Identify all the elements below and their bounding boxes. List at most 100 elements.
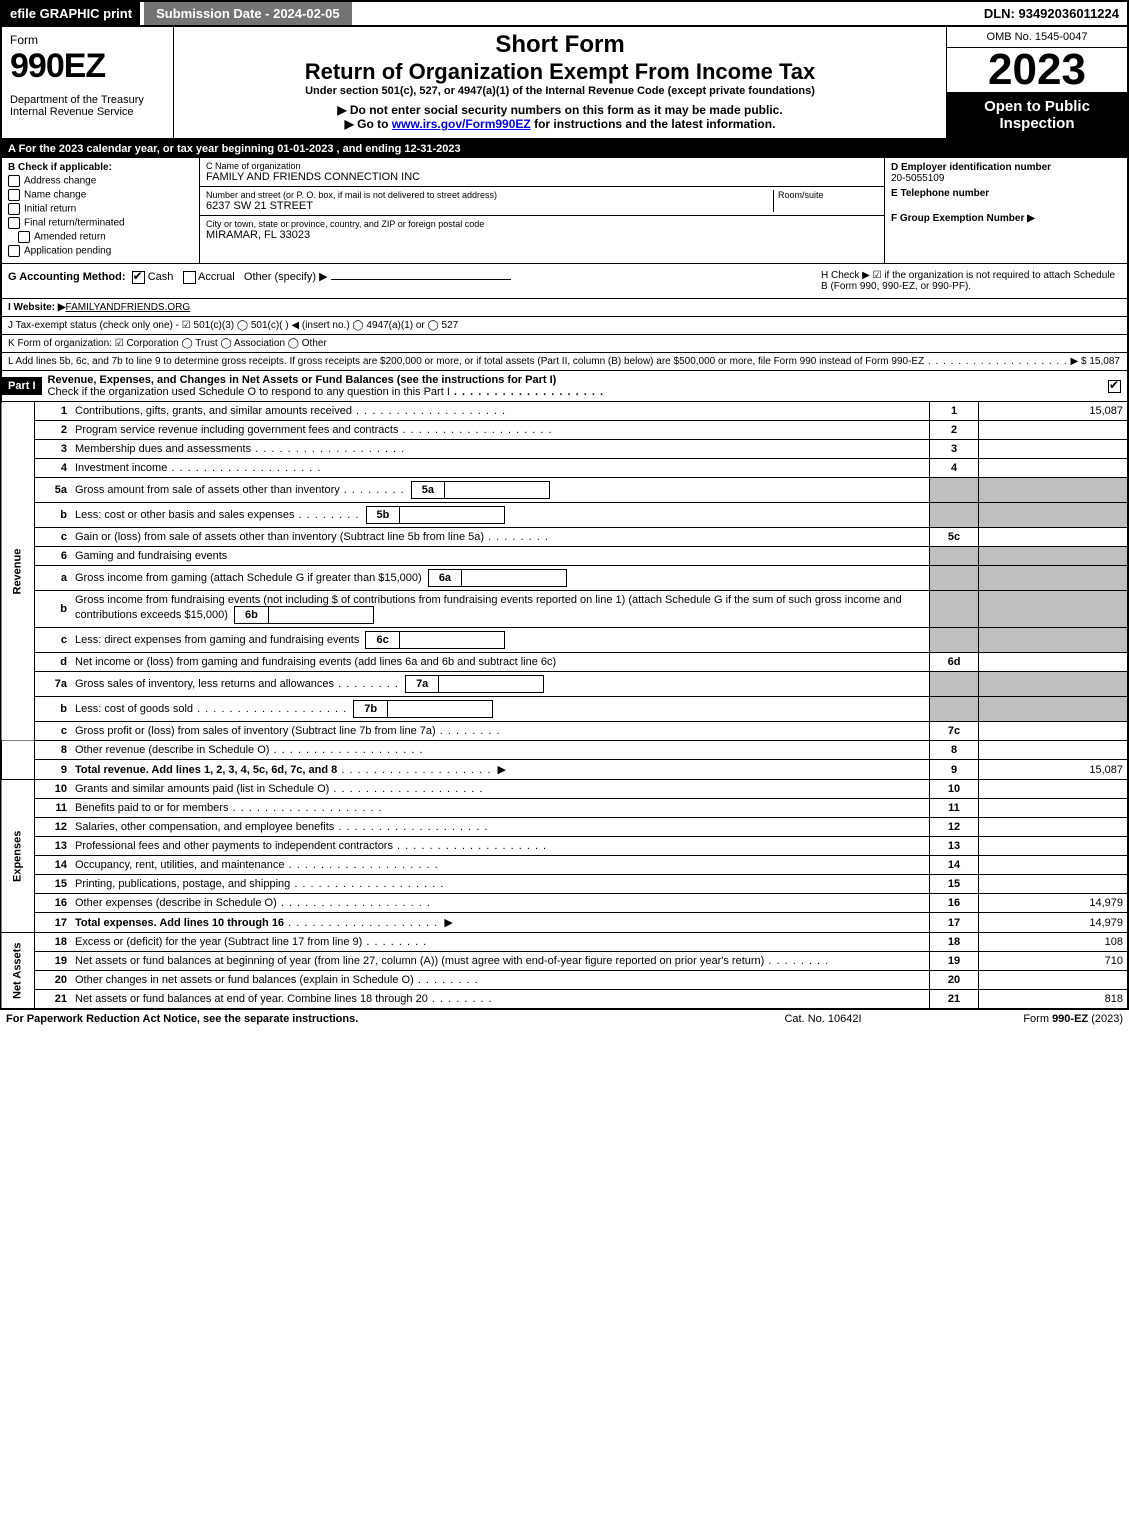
col-num: 12 xyxy=(930,818,979,837)
line-num: c xyxy=(35,722,72,741)
line-num: a xyxy=(35,566,72,591)
checkbox-accrual[interactable] xyxy=(183,271,196,284)
org-city: MIRAMAR, FL 33023 xyxy=(206,229,878,241)
checkbox-final[interactable] xyxy=(8,217,20,229)
submission-date: Submission Date - 2024-02-05 xyxy=(144,2,352,25)
arrow-icon: ▶ xyxy=(444,917,452,929)
arrow-icon: ▶ xyxy=(498,764,506,776)
row-desc: Other revenue (describe in Schedule O) xyxy=(75,744,269,756)
line-num: 8 xyxy=(35,741,72,760)
row-value: 108 xyxy=(979,933,1129,952)
tab-revenue: Revenue xyxy=(1,402,35,741)
part1-desc: Revenue, Expenses, and Changes in Net As… xyxy=(48,374,557,386)
row-desc: Printing, publications, postage, and shi… xyxy=(75,878,290,890)
col-num: 10 xyxy=(930,780,979,799)
l-text: L Add lines 5b, 6c, and 7b to line 9 to … xyxy=(8,356,924,367)
row-value xyxy=(979,722,1129,741)
section-d-e-f: D Employer identification number 20-5055… xyxy=(884,158,1127,263)
line-num: 17 xyxy=(35,913,72,933)
line-num: 9 xyxy=(35,760,72,780)
ein-label: D Employer identification number xyxy=(891,162,1121,173)
col-num xyxy=(930,697,979,722)
sub-box: 6a xyxy=(428,569,462,587)
row-value xyxy=(979,440,1129,459)
goto-suffix: for instructions and the latest informat… xyxy=(531,117,776,131)
row-value xyxy=(979,837,1129,856)
col-num: 3 xyxy=(930,440,979,459)
tab-net-assets: Net Assets xyxy=(1,933,35,1009)
col-num xyxy=(930,547,979,566)
row-value xyxy=(979,421,1129,440)
website-link[interactable]: FAMILYANDFRIENDS.ORG xyxy=(66,302,191,313)
form-subtitle: Under section 501(c), 527, or 4947(a)(1)… xyxy=(180,85,940,97)
row-value xyxy=(979,459,1129,478)
row-value: 14,979 xyxy=(979,913,1129,933)
row-value xyxy=(979,818,1129,837)
row-desc: Gross sales of inventory, less returns a… xyxy=(75,678,334,690)
line-num: 5a xyxy=(35,478,72,503)
row-value xyxy=(979,503,1129,528)
section-k: K Form of organization: ☑ Corporation ◯ … xyxy=(0,335,1129,353)
row-value xyxy=(979,799,1129,818)
row-value: 710 xyxy=(979,952,1129,971)
form-header: Form 990EZ Department of the Treasury In… xyxy=(0,27,1129,140)
checkbox-amended[interactable] xyxy=(18,231,30,243)
row-desc: Program service revenue including govern… xyxy=(75,424,398,436)
section-g-h: G Accounting Method: Cash Accrual Other … xyxy=(0,264,1129,299)
line-num: 4 xyxy=(35,459,72,478)
line-num: c xyxy=(35,528,72,547)
checkbox-cash[interactable] xyxy=(132,271,145,284)
col-num xyxy=(930,503,979,528)
footer-right: Form 990-EZ (2023) xyxy=(923,1013,1123,1025)
row-value: 15,087 xyxy=(979,760,1129,780)
section-b-c-d: B Check if applicable: Address change Na… xyxy=(0,158,1129,264)
accounting-label: G Accounting Method: xyxy=(8,271,126,283)
part1-header: Part I Revenue, Expenses, and Changes in… xyxy=(0,371,1129,402)
row-desc: Net assets or fund balances at beginning… xyxy=(75,955,764,967)
checkbox-address[interactable] xyxy=(8,175,20,187)
row-value xyxy=(979,528,1129,547)
line-num: 13 xyxy=(35,837,72,856)
form-number: 990EZ xyxy=(10,47,165,86)
section-c: C Name of organizationFAMILY AND FRIENDS… xyxy=(200,158,884,263)
row-desc: Occupancy, rent, utilities, and maintena… xyxy=(75,859,285,871)
instructions-link-row: ▶ Go to www.irs.gov/Form990EZ for instru… xyxy=(180,117,940,131)
line-num: 11 xyxy=(35,799,72,818)
part1-label: Part I xyxy=(2,377,42,395)
col-num: 21 xyxy=(930,990,979,1009)
b-item-0: Address change xyxy=(24,176,96,187)
row-desc: Gross income from gaming (attach Schedul… xyxy=(75,572,422,584)
line-num: 10 xyxy=(35,780,72,799)
row-desc: Gross income from fundraising events (no… xyxy=(75,594,902,621)
row-desc: Professional fees and other payments to … xyxy=(75,840,393,852)
tab-expenses: Expenses xyxy=(1,780,35,933)
section-h-text: H Check ▶ ☑ if the organization is not r… xyxy=(821,270,1121,292)
page-footer: For Paperwork Reduction Act Notice, see … xyxy=(0,1009,1129,1028)
line-num: 15 xyxy=(35,875,72,894)
checkbox-name[interactable] xyxy=(8,189,20,201)
row-value: 15,087 xyxy=(979,402,1129,421)
irs-link[interactable]: www.irs.gov/Form990EZ xyxy=(392,117,531,131)
col-num xyxy=(930,478,979,503)
b-item-3: Final return/terminated xyxy=(24,218,125,229)
checkbox-initial[interactable] xyxy=(8,203,20,215)
row-desc: Gaming and fundraising events xyxy=(71,547,930,566)
row-desc: Salaries, other compensation, and employ… xyxy=(75,821,334,833)
org-name: FAMILY AND FRIENDS CONNECTION INC xyxy=(206,171,878,183)
checkbox-schedule-o[interactable] xyxy=(1108,380,1121,393)
b-item-1: Name change xyxy=(24,190,86,201)
sub-box: 6c xyxy=(365,631,399,649)
row-desc: Net income or (loss) from gaming and fun… xyxy=(71,653,930,672)
col-num: 20 xyxy=(930,971,979,990)
section-b: B Check if applicable: Address change Na… xyxy=(2,158,200,263)
row-value: 818 xyxy=(979,990,1129,1009)
accrual-label: Accrual xyxy=(198,271,235,283)
line-num: 1 xyxy=(35,402,72,421)
checkbox-pending[interactable] xyxy=(8,245,20,257)
row-desc: Other changes in net assets or fund bala… xyxy=(75,974,414,986)
row-desc: Contributions, gifts, grants, and simila… xyxy=(75,405,352,417)
row-desc: Net assets or fund balances at end of ye… xyxy=(75,993,428,1005)
row-value xyxy=(979,697,1129,722)
col-num: 5c xyxy=(930,528,979,547)
col-num: 18 xyxy=(930,933,979,952)
